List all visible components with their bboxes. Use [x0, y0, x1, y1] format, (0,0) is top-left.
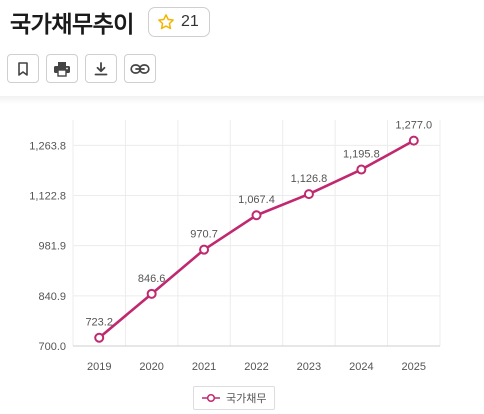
series-line [97, 139, 416, 340]
x-tick-label: 2019 [87, 361, 111, 373]
x-tick-label: 2021 [192, 361, 216, 373]
y-tick-label: 1,263.8 [29, 140, 66, 152]
chart-legend[interactable]: 국가채무 [193, 386, 276, 410]
chart-container: 700.0 840.9 981.9 1,122.8 1,263.8 2019 2020 202… [0, 100, 484, 414]
x-tick-label: 2023 [297, 361, 321, 373]
data-point [408, 135, 419, 146]
line-chart: 700.0 840.9 981.9 1,122.8 1,263.8 2019 2020 202… [29, 120, 441, 373]
toolbar [7, 54, 156, 83]
page-title: 국가채무추이 [10, 12, 134, 38]
link-icon [130, 63, 150, 74]
x-tick-label: 2022 [244, 361, 268, 373]
download-icon [94, 61, 108, 75]
x-tick-label: 2020 [139, 361, 163, 373]
y-tick-label: 981.9 [38, 241, 66, 253]
data-point [199, 244, 210, 255]
legend-label: 국가채무 [226, 392, 267, 405]
print-button[interactable] [46, 54, 78, 83]
section-divider [0, 96, 484, 104]
download-button[interactable] [85, 54, 117, 83]
data-label: 1,277.0 [395, 120, 432, 132]
link-button[interactable] [124, 54, 156, 83]
star-icon [158, 14, 174, 30]
favorite-button[interactable]: 21 [147, 7, 210, 37]
data-point [356, 164, 367, 175]
data-label: 1,195.8 [343, 149, 380, 161]
print-icon [54, 61, 70, 77]
bookmark-button[interactable] [7, 54, 39, 83]
data-point [146, 288, 157, 299]
data-point [251, 210, 262, 221]
x-tick-label: 2024 [349, 361, 373, 373]
x-tick-label: 2025 [402, 361, 426, 373]
data-point [303, 189, 314, 200]
y-tick-label: 1,122.8 [29, 191, 66, 203]
data-label: 723.2 [85, 317, 113, 329]
data-label: 1,067.4 [238, 194, 275, 206]
y-tick-label: 840.9 [38, 291, 66, 303]
data-label: 970.7 [190, 229, 218, 241]
legend-marker-icon [202, 393, 220, 403]
bookmark-icon [18, 61, 28, 76]
y-tick-label: 700.0 [38, 341, 66, 353]
header: 국가채무추이 21 [10, 4, 210, 40]
data-label: 846.6 [138, 273, 166, 285]
star-count: 21 [180, 13, 199, 30]
data-label: 1,126.8 [291, 173, 328, 185]
data-point [94, 332, 105, 343]
